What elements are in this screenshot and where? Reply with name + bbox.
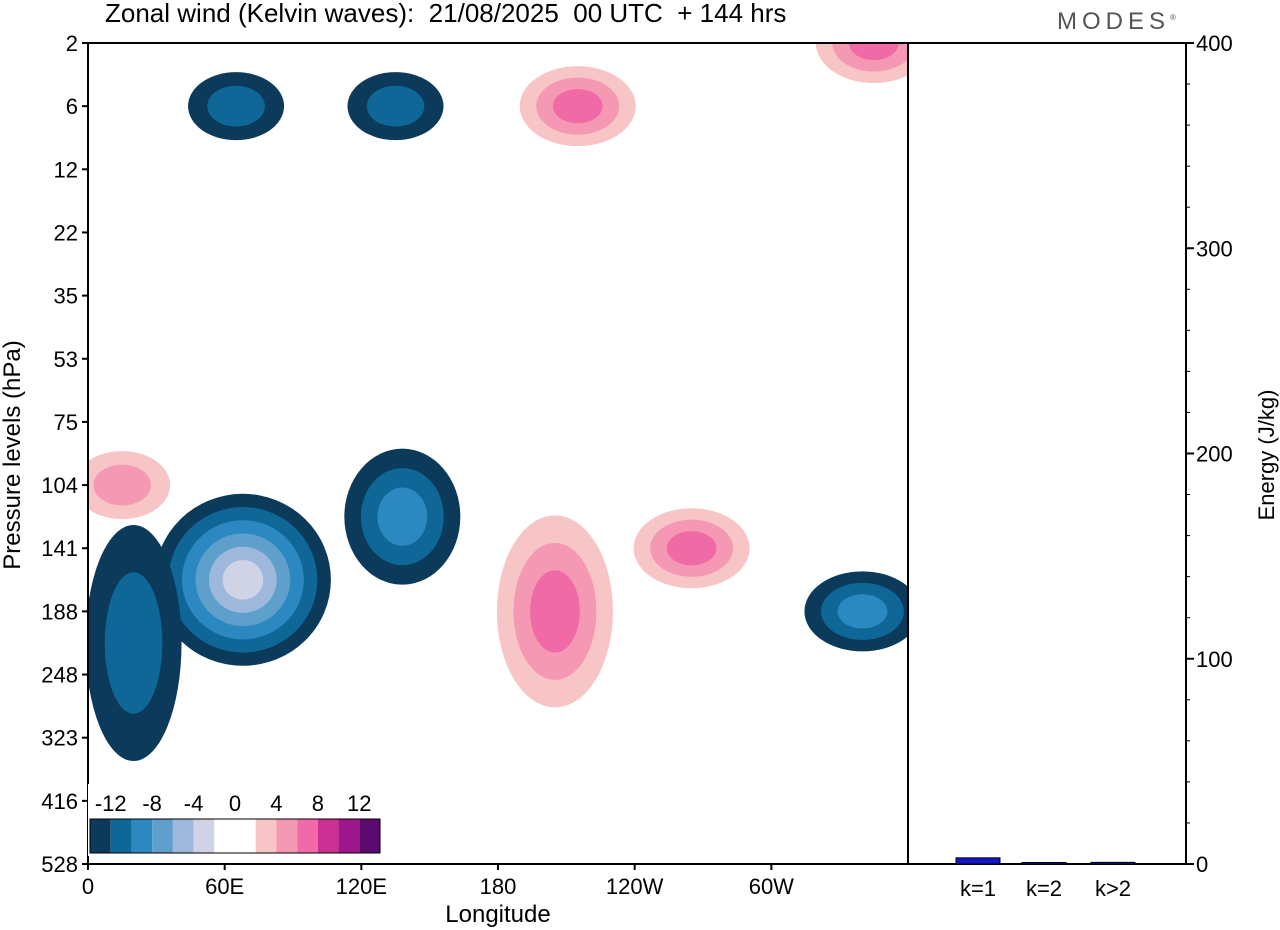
colorbar-frame bbox=[89, 818, 381, 854]
colorbar-tick-label: -8 bbox=[142, 791, 162, 816]
wind-contour bbox=[666, 531, 717, 566]
colorbar-swatch bbox=[152, 819, 173, 853]
pressure-axis: 2 6 12 22 35 53 75 104 141 188 248 323 416 528 bbox=[41, 31, 88, 877]
energy-tick-label: 400 bbox=[1196, 31, 1233, 56]
energy-tick-label: 300 bbox=[1196, 236, 1233, 261]
wind-contour bbox=[93, 464, 151, 506]
colorbar-swatch bbox=[214, 819, 235, 853]
wind-contour bbox=[207, 85, 265, 127]
colorbar-swatch bbox=[172, 819, 194, 853]
colorbar-swatch bbox=[297, 819, 318, 853]
chart-title: Zonal wind (Kelvin waves): 21/08/2025 00… bbox=[105, 0, 787, 28]
x-tick-label: 60E bbox=[205, 874, 244, 899]
colorbar-swatch bbox=[317, 819, 339, 853]
x-tick-label: 60W bbox=[749, 874, 794, 899]
registered-mark-icon: ® bbox=[1170, 13, 1176, 22]
colorbar-swatch bbox=[193, 819, 215, 853]
energy-axis-label: Energy (J/kg) bbox=[1254, 390, 1279, 521]
colorbar-tick-label: 4 bbox=[270, 791, 282, 816]
y-tick-label: 141 bbox=[41, 536, 78, 561]
energy-tick-label: 100 bbox=[1196, 647, 1233, 672]
energy-axis: 0 100 200 300 400 bbox=[1186, 31, 1233, 877]
wind-contour bbox=[377, 487, 428, 546]
y-tick-label: 416 bbox=[41, 789, 78, 814]
colorbar-swatch bbox=[338, 819, 360, 853]
y-tick-label: 2 bbox=[66, 31, 78, 56]
wind-contour bbox=[530, 570, 580, 653]
x-tick-label: 120W bbox=[606, 874, 664, 899]
energy-tick-label: 200 bbox=[1196, 442, 1233, 467]
hovmoller-plot-area bbox=[88, 43, 908, 864]
wind-contour bbox=[366, 85, 425, 127]
colorbar-tick-label: 12 bbox=[347, 791, 371, 816]
y-tick-label: 528 bbox=[41, 852, 78, 877]
y-tick-label: 22 bbox=[54, 220, 78, 245]
modes-logo: MODES® bbox=[1057, 8, 1176, 36]
wind-contour bbox=[552, 89, 603, 124]
colorbar-tick-label: -12 bbox=[95, 791, 127, 816]
y-tick-label: 323 bbox=[41, 726, 78, 751]
x-tick-label: 120E bbox=[336, 874, 387, 899]
y-tick-label: 248 bbox=[41, 663, 78, 688]
energy-panel-frame bbox=[907, 42, 1187, 865]
energy-category-label: k=1 bbox=[960, 876, 996, 901]
colorbar-swatch bbox=[110, 819, 132, 853]
wind-contour bbox=[104, 572, 163, 714]
wind-contour bbox=[837, 594, 888, 629]
y-axis-label: Pressure levels (hPa) bbox=[0, 340, 26, 569]
energy-bar bbox=[1090, 861, 1136, 865]
energy-tick-label: 0 bbox=[1196, 852, 1208, 877]
y-tick-label: 75 bbox=[54, 410, 78, 435]
colorbar-swatch bbox=[255, 819, 277, 853]
colorbar-swatch bbox=[131, 819, 153, 853]
y-tick-label: 12 bbox=[54, 157, 78, 182]
colorbar-swatch bbox=[359, 819, 380, 853]
x-tick-label: 0 bbox=[82, 874, 94, 899]
energy-bar bbox=[1021, 862, 1067, 865]
wind-contour bbox=[848, 43, 899, 61]
y-tick-label: 6 bbox=[66, 94, 78, 119]
energy-bar bbox=[955, 857, 1001, 865]
x-tick-label: 180 bbox=[480, 874, 517, 899]
energy-category-label: k=2 bbox=[1026, 876, 1062, 901]
colorbar-tick-label: -4 bbox=[184, 791, 204, 816]
energy-category-label: k>2 bbox=[1095, 876, 1131, 901]
colorbar-swatch bbox=[276, 819, 298, 853]
colorbar-swatch bbox=[235, 819, 256, 853]
colorbar-tick-label: 0 bbox=[229, 791, 241, 816]
wind-contours bbox=[88, 43, 908, 761]
y-tick-label: 53 bbox=[54, 347, 78, 372]
colorbar-legend: -12 -8 -4 0 4 8 12 bbox=[88, 784, 382, 856]
colorbar-tick-label: 8 bbox=[312, 791, 324, 816]
x-axis-label: Longitude bbox=[445, 901, 550, 928]
y-tick-label: 188 bbox=[41, 599, 78, 624]
energy-bars: k=1 k=2 k>2 bbox=[955, 857, 1136, 901]
wind-contour bbox=[222, 559, 264, 600]
y-tick-label: 104 bbox=[41, 473, 78, 498]
colorbar-swatch bbox=[90, 819, 111, 853]
logo-text: MODES bbox=[1057, 8, 1171, 35]
y-tick-label: 35 bbox=[54, 284, 78, 309]
longitude-axis: 0 60E 120E 180 120W 60W bbox=[82, 864, 794, 899]
